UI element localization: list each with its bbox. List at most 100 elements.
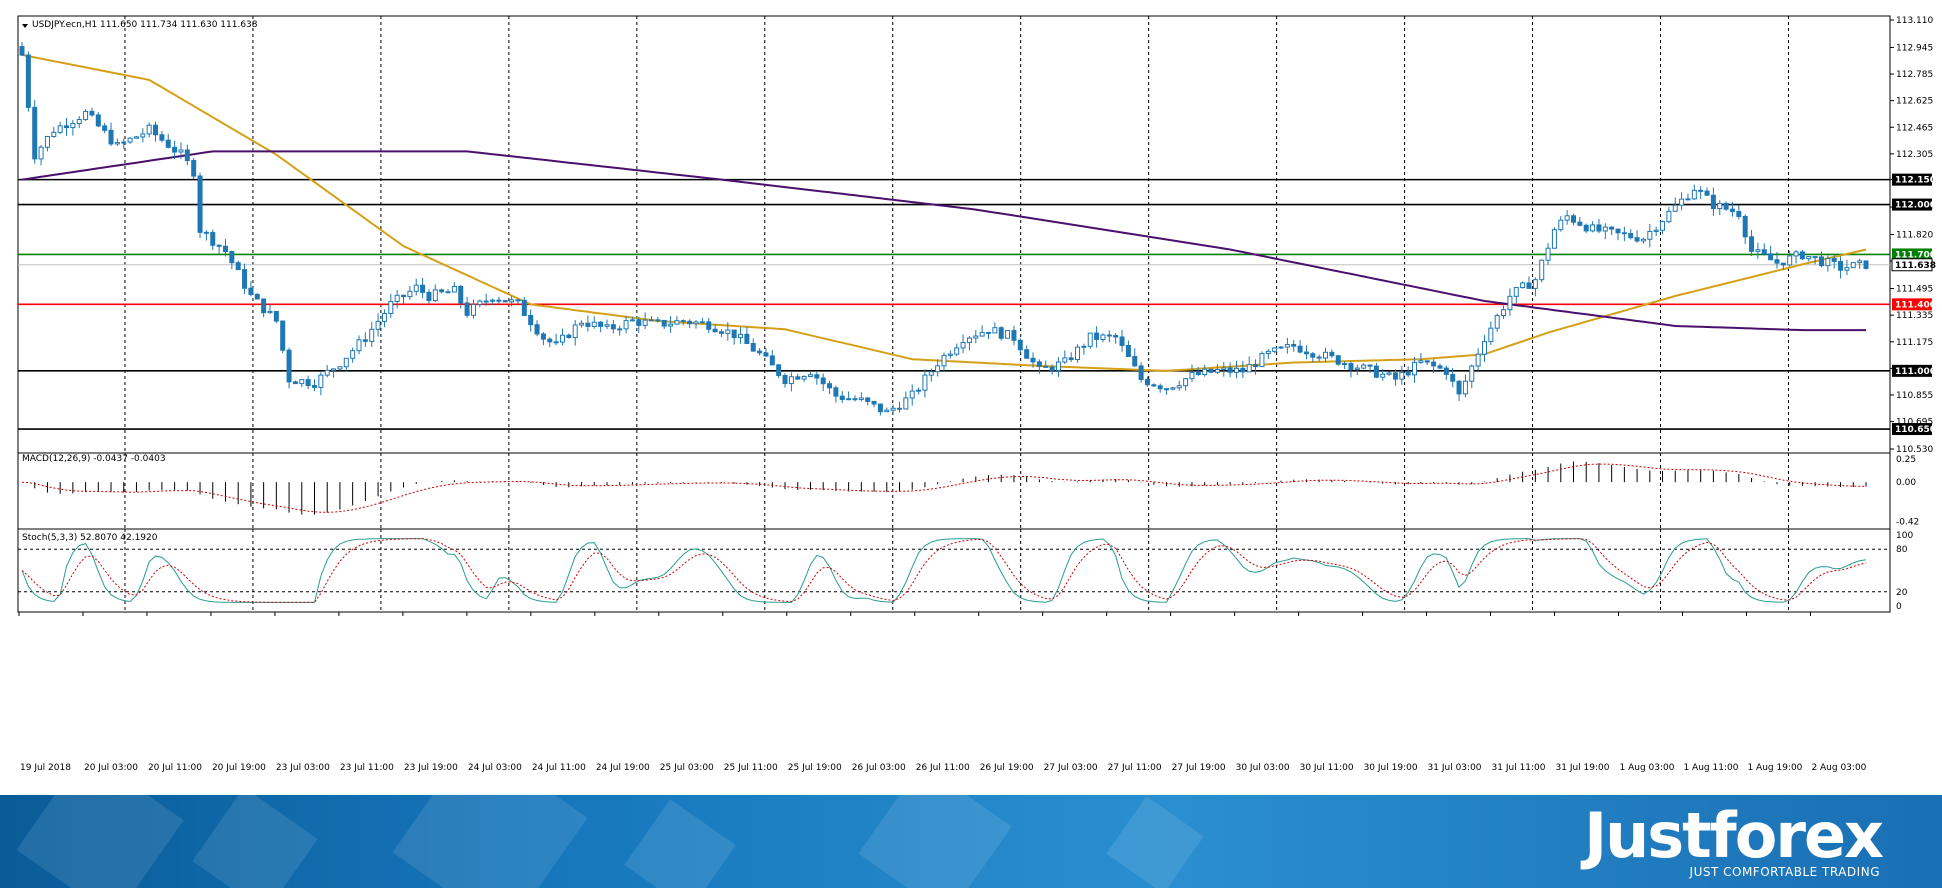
candle-body — [922, 374, 928, 391]
candle-body — [1647, 230, 1653, 240]
level-tag — [1892, 248, 1932, 261]
candle-body — [699, 321, 705, 324]
candle-body — [1450, 373, 1456, 382]
candle-body — [502, 300, 508, 303]
candle-body — [1825, 258, 1831, 267]
candle-body — [1354, 367, 1360, 371]
time-label: 23 Jul 19:00 — [404, 763, 458, 773]
candle-body — [1793, 251, 1799, 257]
candle-body — [776, 364, 782, 376]
candle-body — [896, 407, 902, 410]
candle-body — [1653, 229, 1659, 232]
candle-body — [566, 334, 572, 339]
macd-signal-line — [21, 463, 1867, 513]
dropdown-triangle-icon[interactable] — [22, 24, 28, 28]
macd-tick-label: 0.25 — [1896, 455, 1916, 465]
candle-body — [1698, 189, 1704, 192]
horizontal-levels[interactable] — [18, 178, 1890, 430]
candle-body — [388, 300, 394, 314]
candle-body — [159, 134, 165, 141]
candle-body — [1170, 387, 1176, 390]
price-tick-label: 112.305 — [1896, 150, 1933, 160]
candle-body — [668, 323, 674, 327]
level-tag — [1892, 423, 1932, 436]
candle-body — [731, 329, 737, 339]
candle-body — [216, 244, 222, 247]
candle-body — [1545, 247, 1551, 261]
candle-body — [865, 397, 871, 402]
candle-body — [960, 342, 966, 349]
time-label: 23 Jul 11:00 — [340, 763, 394, 773]
candle-body — [1838, 260, 1844, 271]
candle-body — [299, 379, 305, 385]
macd-pane[interactable] — [17, 452, 1891, 530]
candle-body — [420, 284, 426, 293]
candle-body — [1367, 364, 1373, 367]
candle-body — [1081, 345, 1087, 348]
candle-body — [153, 124, 159, 136]
candle-body — [1596, 224, 1602, 232]
candle-body — [1259, 353, 1265, 368]
candle-body — [598, 321, 604, 327]
candle-body — [1431, 361, 1437, 367]
candle-body — [1787, 255, 1793, 266]
candle-body — [1571, 215, 1577, 223]
candle-body — [1125, 344, 1131, 358]
candle-body — [51, 131, 57, 137]
price-tick-label: 112.625 — [1896, 97, 1933, 107]
candle-body — [528, 314, 534, 326]
stoch-signal-line — [21, 538, 1867, 603]
candle-body — [1030, 357, 1036, 363]
candle-body — [1005, 330, 1011, 339]
candle-body — [1386, 372, 1392, 375]
candle-body — [1437, 365, 1443, 369]
candle-body — [1284, 344, 1290, 348]
stoch-tick-label: 20 — [1896, 588, 1908, 598]
candle-body — [1291, 344, 1297, 347]
candle-body — [1100, 334, 1106, 340]
candle-body — [871, 400, 877, 405]
candle-body — [1278, 346, 1284, 349]
candle-body — [966, 337, 972, 344]
candle-body — [814, 374, 820, 379]
candle-body — [890, 407, 896, 411]
candle-body — [820, 377, 826, 385]
candle-body — [496, 299, 502, 302]
candle-body — [439, 289, 445, 293]
time-label: 26 Jul 11:00 — [916, 763, 970, 773]
candle-body — [706, 321, 712, 330]
candle-body — [1310, 353, 1316, 358]
candle-body — [197, 175, 203, 233]
candle-body — [1094, 332, 1100, 340]
candle-body — [254, 293, 260, 300]
stoch-tick-label: 100 — [1896, 531, 1913, 541]
stoch-pane[interactable] — [17, 528, 1891, 613]
candle-body — [470, 303, 476, 316]
candle-body — [1723, 202, 1729, 210]
brand-logo[interactable]: Justforex — [1584, 799, 1884, 872]
time-label: 27 Jul 19:00 — [1172, 763, 1226, 773]
candle-body — [839, 395, 845, 400]
time-label: 30 Jul 03:00 — [1236, 763, 1290, 773]
current-price-label: 111.638 — [1895, 261, 1936, 271]
level-tag — [1892, 364, 1932, 377]
candle-body — [1831, 258, 1837, 262]
candle-body — [451, 285, 457, 293]
price-pane[interactable] — [17, 15, 1891, 454]
candle-body — [1812, 256, 1818, 259]
macd-histogram: 0.25 0.00 -0.42 — [21, 455, 1919, 527]
candle-body — [1176, 385, 1182, 389]
candle-body — [1691, 189, 1697, 200]
candle-body — [725, 329, 731, 334]
candle-body — [1329, 351, 1335, 357]
candle-body — [979, 331, 985, 337]
candle-body — [235, 262, 241, 271]
candle-body — [610, 324, 616, 330]
price-tick-label: 112.465 — [1896, 123, 1933, 133]
vertical-grid — [124, 16, 1789, 612]
candle-body — [1049, 366, 1055, 371]
candle-body — [1666, 210, 1672, 223]
candle-body — [1710, 194, 1716, 210]
candle-body — [229, 251, 235, 264]
candle-body — [585, 322, 591, 327]
